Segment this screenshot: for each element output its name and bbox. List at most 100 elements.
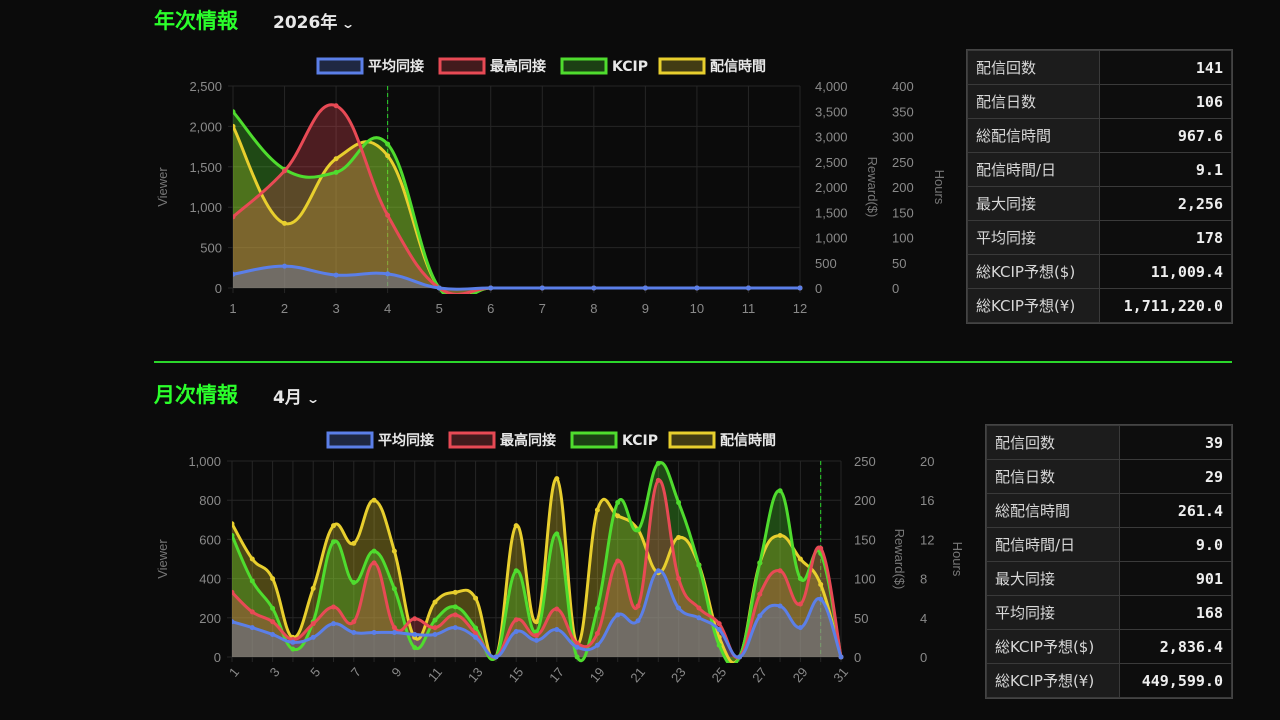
data-point — [696, 615, 702, 621]
data-point — [391, 586, 397, 592]
series-area-1 — [233, 104, 800, 294]
y-tick-label-hours: 350 — [892, 104, 914, 119]
series-group — [232, 460, 844, 663]
legend-label: 平均同接 — [378, 432, 434, 449]
data-point — [539, 285, 545, 291]
data-point — [270, 605, 276, 611]
y-tick-label-reward: 3,000 — [815, 130, 848, 145]
y-tick-label-hours: 20 — [920, 454, 934, 469]
stats-row: 配信時間/日 9.1 — [967, 152, 1233, 187]
data-point — [351, 630, 357, 635]
stat-value: 9.1 — [1098, 152, 1233, 187]
x-tick-label: 29 — [790, 665, 811, 686]
data-point — [797, 576, 803, 582]
data-point — [412, 631, 418, 637]
monthly-stats-table: 配信回数 39 配信日数 29 総配信時間 261.4 配信時間/日 9.0 最大同接 901 平均… — [985, 424, 1233, 699]
data-point — [488, 285, 494, 291]
data-point — [233, 214, 236, 220]
stat-value: 901 — [1118, 561, 1233, 596]
y-tick-label-hours: 0 — [892, 281, 899, 296]
x-tick-label: 1 — [229, 301, 236, 316]
legend-label: 配信時間 — [710, 58, 766, 75]
x-tick-label: 25 — [709, 665, 730, 686]
month-select[interactable]: 4月 ⌄ — [273, 383, 320, 408]
data-point — [513, 523, 519, 529]
monthly-heading: 月次情報 — [154, 383, 238, 407]
data-point — [534, 632, 539, 638]
stat-label: 配信回数 — [986, 425, 1120, 460]
legend-label: KCIP — [612, 59, 648, 75]
section-divider — [154, 361, 1232, 363]
data-point — [385, 153, 391, 159]
data-point — [233, 123, 236, 129]
x-tick-label: 1 — [226, 665, 242, 680]
data-point — [554, 531, 560, 537]
data-point — [574, 640, 580, 646]
x-tick-label: 13 — [465, 665, 486, 686]
data-point — [385, 141, 391, 147]
stat-label: 配信日数 — [986, 459, 1120, 494]
data-point — [282, 220, 288, 226]
data-point — [797, 556, 803, 562]
y-tick-label-hours: 150 — [892, 205, 914, 220]
year-select[interactable]: 2026年 ⌄ — [273, 8, 355, 33]
data-point — [594, 507, 600, 513]
stat-value: 29 — [1118, 459, 1233, 494]
legend-label: 平均同接 — [368, 58, 424, 75]
data-point — [310, 634, 316, 640]
y-tick-label-reward: 3,500 — [815, 104, 848, 119]
data-point — [615, 500, 621, 506]
x-tick-label: 15 — [506, 665, 527, 686]
y-tick-label-viewer: 0 — [215, 281, 222, 296]
data-point — [452, 625, 458, 631]
data-point — [371, 560, 377, 566]
data-point — [310, 585, 316, 591]
month-select-value: 4月 — [273, 388, 302, 408]
stat-value: 261.4 — [1118, 493, 1233, 528]
stats-row: 配信日数 29 — [986, 459, 1233, 494]
legend-swatch — [570, 431, 618, 449]
legend-swatch — [316, 57, 364, 75]
data-point — [615, 513, 621, 519]
stat-value: 178 — [1098, 220, 1233, 255]
data-point — [534, 637, 539, 643]
data-point — [333, 156, 339, 162]
data-point — [513, 568, 519, 574]
y-tick-label-hours: 12 — [920, 532, 934, 547]
axis-title-reward: Reward($) — [865, 157, 880, 218]
data-point — [716, 627, 722, 633]
data-point — [777, 488, 783, 494]
stat-label: 配信時間/日 — [986, 527, 1120, 562]
legend-swatch — [326, 431, 374, 449]
y-tick-label-viewer: 1,000 — [188, 454, 221, 469]
stat-value: 1,711,220.0 — [1098, 288, 1233, 323]
legend-swatch — [560, 57, 608, 75]
axis-title-hours: Hours — [950, 542, 965, 577]
stat-value: 168 — [1118, 595, 1233, 630]
data-point — [270, 619, 276, 625]
stats-row: 総KCIP予想(¥) 1,711,220.0 — [967, 288, 1233, 323]
x-tick-label: 8 — [590, 301, 597, 316]
data-point — [818, 596, 824, 602]
stat-label: 総KCIP予想($) — [986, 629, 1120, 664]
data-point — [777, 532, 783, 538]
stats-row: 最大同接 2,256 — [967, 186, 1233, 221]
data-point — [757, 591, 763, 597]
data-point — [391, 548, 397, 554]
data-point — [282, 168, 288, 174]
stat-value: 141 — [1098, 50, 1233, 85]
x-tick-label: 5 — [436, 301, 443, 316]
y-tick-label-hours: 300 — [892, 130, 914, 145]
data-point — [635, 527, 641, 533]
data-point — [412, 645, 418, 651]
data-point — [655, 477, 661, 483]
data-point — [331, 523, 336, 529]
y-tick-label-hours: 400 — [892, 79, 914, 94]
data-point — [333, 169, 339, 175]
data-point — [635, 603, 641, 609]
y-tick-label-reward: 1,000 — [815, 231, 848, 246]
data-point — [473, 625, 479, 631]
stats-row: 配信回数 141 — [967, 50, 1233, 85]
data-point — [696, 562, 702, 568]
